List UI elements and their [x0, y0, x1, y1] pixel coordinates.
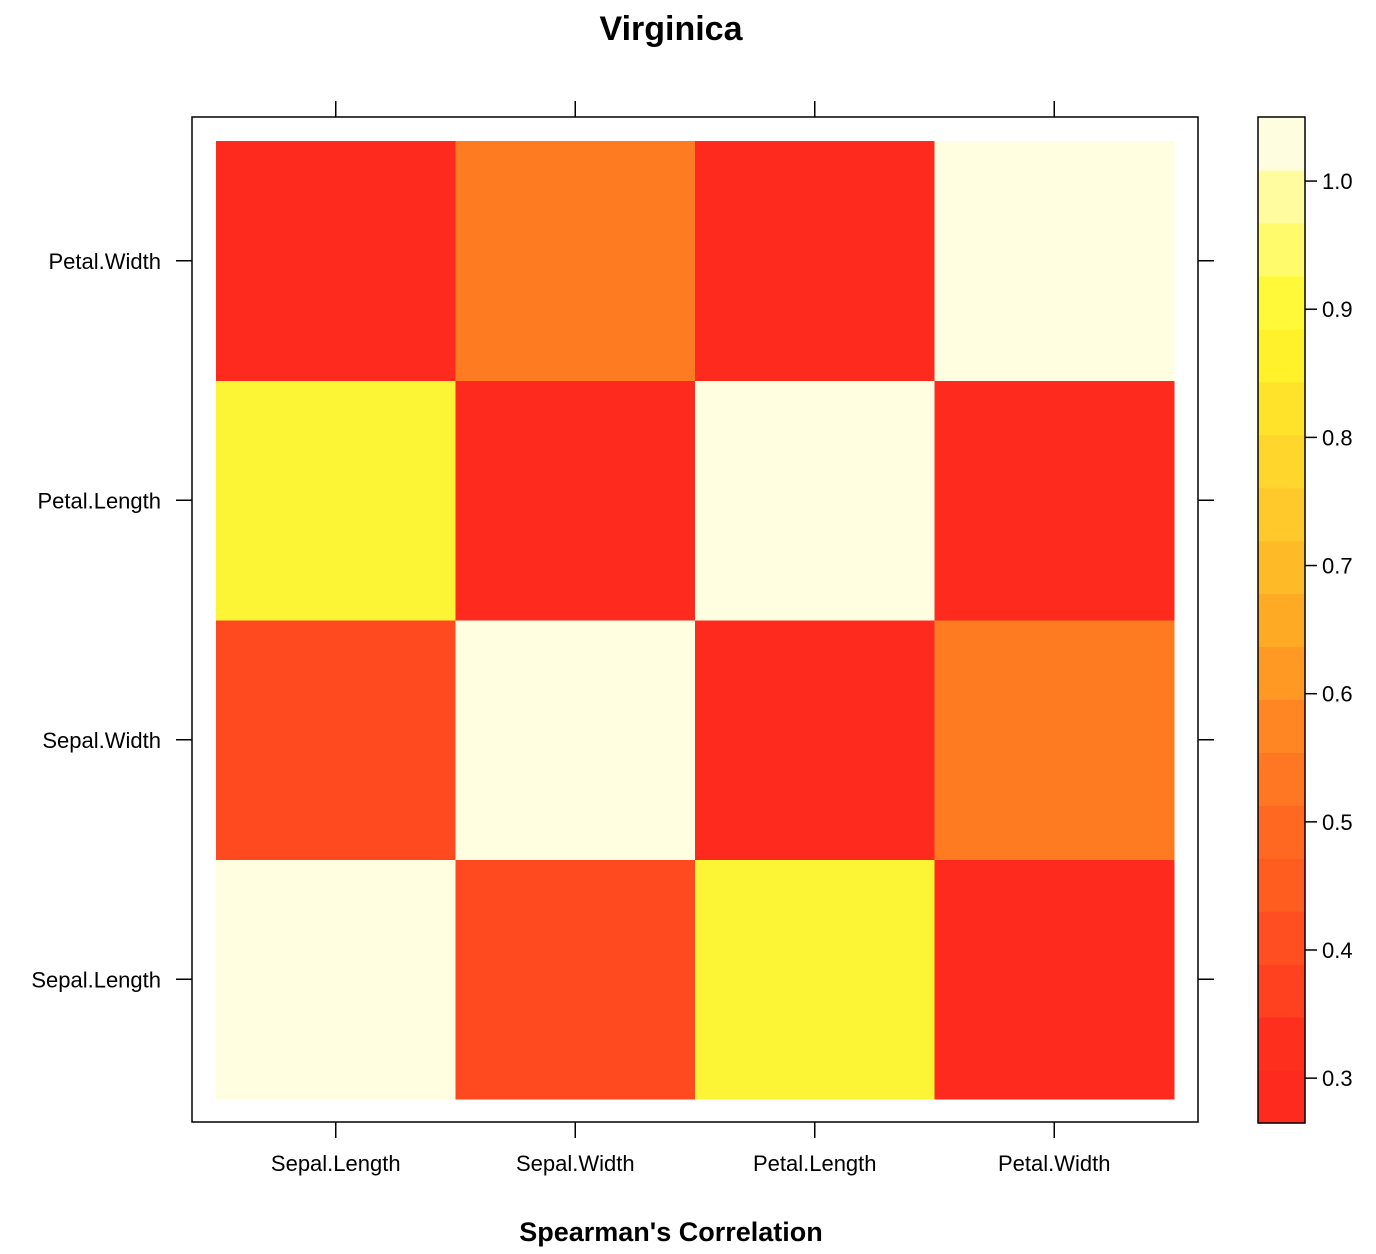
- x-tick-label: Petal.Length: [753, 1151, 877, 1176]
- heatmap-cell: [695, 620, 935, 860]
- colorkey-segment: [1258, 752, 1305, 806]
- heatmap-cell: [455, 380, 696, 621]
- colorkey-tick-label: 0.4: [1322, 938, 1353, 963]
- heatmap-cell: [216, 620, 456, 860]
- chart-title: Virginica: [600, 10, 744, 48]
- axis-ticks: [176, 101, 1214, 1138]
- colorkey-segment: [1258, 275, 1305, 330]
- heatmap-cell: [934, 859, 1175, 1100]
- heatmap-cell: [216, 141, 456, 381]
- y-tick-label: Petal.Width: [49, 249, 162, 274]
- colorkey-segment: [1258, 381, 1305, 436]
- colorkey-tick-label: 0.3: [1322, 1066, 1353, 1091]
- heatmap-cell: [216, 380, 456, 621]
- heatmap-cell: [934, 380, 1175, 621]
- x-axis-label: Spearman's Correlation: [519, 1217, 823, 1247]
- heatmap-cell: [455, 620, 696, 860]
- x-tick-label: Sepal.Width: [516, 1151, 635, 1176]
- heatmap-cell: [216, 859, 456, 1100]
- colorkey-segment: [1258, 593, 1305, 648]
- colorkey-tick-label: 0.5: [1322, 810, 1353, 835]
- y-tick-label: Sepal.Length: [31, 967, 161, 992]
- colorkey-segment: [1258, 487, 1305, 542]
- colorkey-tick-label: 0.8: [1322, 425, 1353, 450]
- colorkey-tick-label: 1.0: [1322, 169, 1353, 194]
- colorkey-segment: [1258, 805, 1305, 859]
- heatmap-cell: [695, 859, 935, 1100]
- colorkey-ticks: 0.3 0.4 0.5 0.6 0.7 0.8 0.9 1.0: [1305, 169, 1353, 1091]
- colorkey-segment: [1258, 646, 1305, 701]
- colorkey: [1258, 117, 1305, 1124]
- colorkey-segment: [1258, 117, 1305, 171]
- heatmap-cell: [934, 141, 1175, 381]
- heatmap-cell: [695, 380, 935, 621]
- heatmap-cell: [455, 141, 696, 381]
- colorkey-segment: [1258, 434, 1305, 489]
- colorkey-segment: [1258, 328, 1305, 383]
- colorkey-tick-label: 0.9: [1322, 297, 1353, 322]
- colorkey-segment: [1258, 699, 1305, 753]
- y-tick-labels: Sepal.Length Sepal.Width Petal.Length Petal…: [31, 249, 161, 993]
- y-tick-label: Sepal.Width: [42, 728, 161, 753]
- colorkey-segment: [1258, 222, 1305, 277]
- colorkey-segment: [1258, 858, 1305, 912]
- colorkey-segment: [1258, 911, 1305, 965]
- colorkey-border: [1257, 116, 1306, 1124]
- colorkey-segment: [1258, 540, 1305, 595]
- heatmap-cells: [216, 141, 1175, 1100]
- colorkey-tick-label: 0.7: [1322, 554, 1353, 579]
- colorkey-tick-label: 0.6: [1322, 682, 1353, 707]
- y-tick-label: Petal.Length: [37, 488, 161, 513]
- heatmap-cell: [695, 141, 935, 381]
- x-tick-labels: Sepal.Length Sepal.Width Petal.Length Petal…: [271, 1151, 1111, 1176]
- colorkey-segment: [1258, 169, 1305, 224]
- colorkey-segment: [1258, 964, 1305, 1018]
- heatmap-cell: [455, 859, 696, 1100]
- x-tick-label: Sepal.Length: [271, 1151, 401, 1176]
- colorkey-segment: [1258, 1017, 1305, 1071]
- panel-border: [191, 116, 1199, 1123]
- x-tick-label: Petal.Width: [998, 1151, 1111, 1176]
- colorkey-segment: [1258, 1070, 1305, 1124]
- heatmap-cell: [934, 620, 1175, 860]
